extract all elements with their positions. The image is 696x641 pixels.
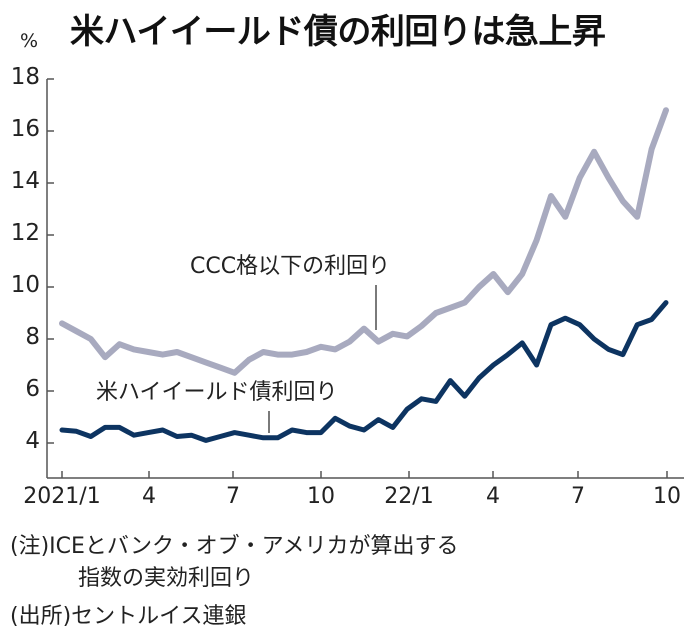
chart-title: 米ハイイールド債の利回りは急上昇 (70, 12, 606, 52)
x-tick-label: 4 (486, 484, 500, 509)
note-line-2: 指数の実効利回り (78, 566, 255, 591)
y-tick-label: 16 (10, 116, 40, 142)
y-axis-unit: % (20, 30, 39, 52)
x-tick-label: 7 (226, 484, 240, 509)
y-tick-label: 8 (25, 324, 40, 350)
ccc-yield-line (59, 107, 669, 376)
y-tick-label: 6 (25, 376, 40, 402)
x-axis-ticks (61, 471, 668, 478)
x-tick-label: 10 (653, 484, 681, 509)
y-axis-ticks (47, 78, 54, 444)
x-tick-label: 22/1 (384, 484, 434, 509)
high-yield-line (59, 300, 669, 443)
x-tick-label: 7 (571, 484, 585, 509)
x-tick-label: 10 (307, 484, 335, 509)
hy-series-label: 米ハイイールド債利回り (96, 380, 338, 405)
y-tick-label: 12 (10, 220, 40, 246)
source-note: (出所)セントルイス連銀 (10, 604, 247, 629)
y-tick-label: 14 (10, 168, 40, 194)
y-tick-label: 18 (10, 64, 40, 90)
y-tick-label: 4 (25, 428, 40, 454)
x-tick-label: 4 (142, 484, 156, 509)
note-line-1: (注)ICEとバンク・オブ・アメリカが算出する (10, 534, 459, 559)
ccc-series-label: CCC格以下の利回り (190, 254, 391, 279)
x-tick-label: 2021/1 (23, 484, 101, 509)
y-tick-label: 10 (10, 272, 40, 298)
